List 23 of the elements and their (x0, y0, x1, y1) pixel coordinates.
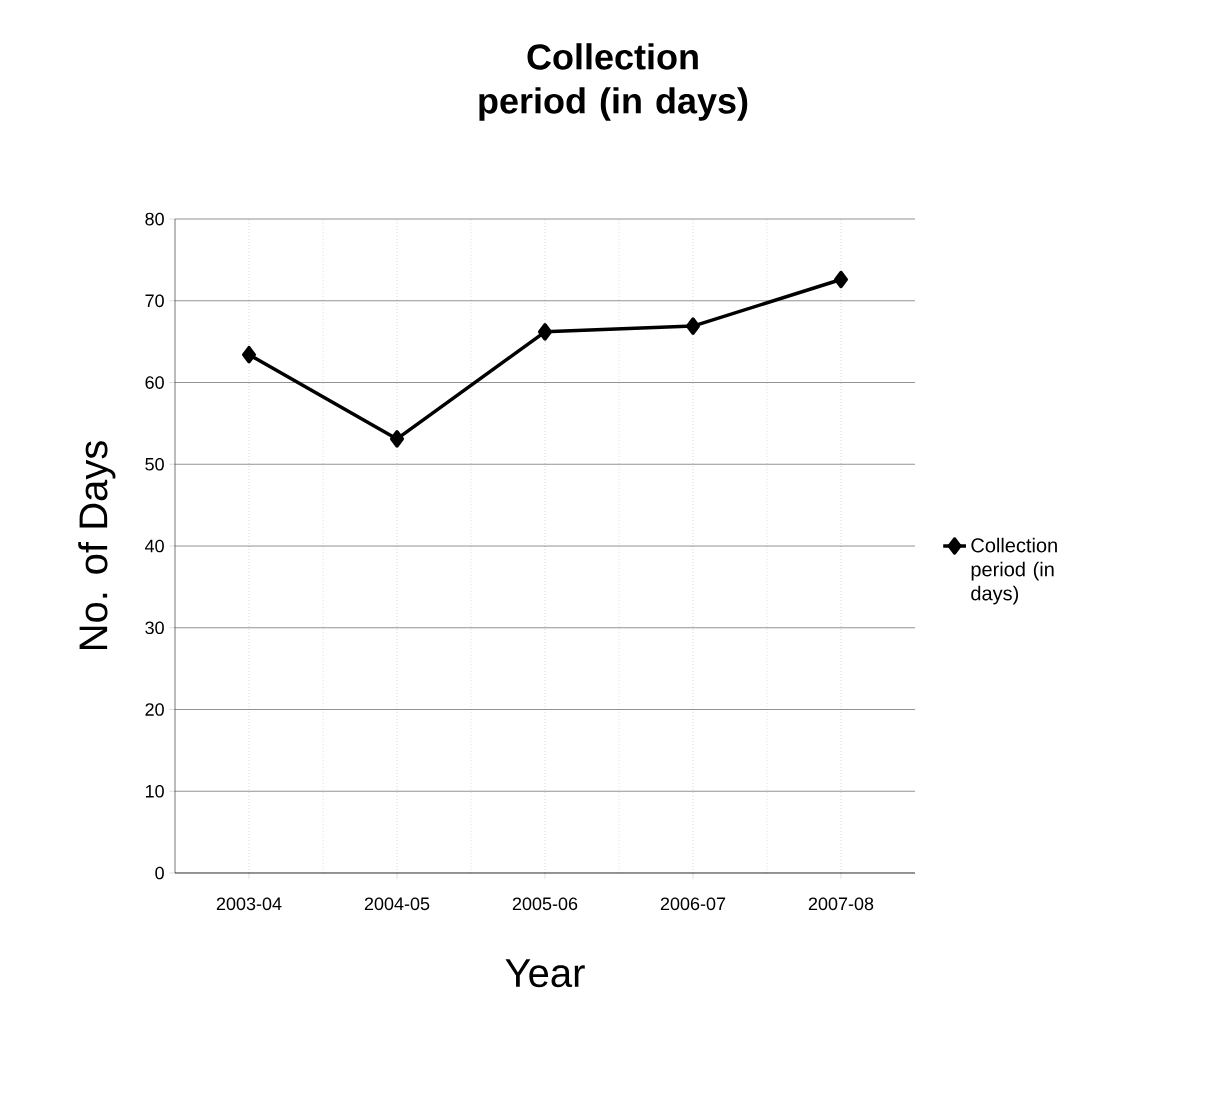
y-tick-label: 30 (145, 621, 164, 635)
y-tick-label: 0 (155, 866, 164, 880)
point (686, 317, 700, 335)
y-tick-label: 10 (145, 784, 164, 798)
x-tick-label: 2007-08 (808, 897, 874, 911)
y-tick-label: 50 (145, 457, 164, 471)
y-tick-label: 80 (145, 212, 164, 226)
y-tick-label: 60 (145, 376, 164, 389)
x-tick-label: 2005-06 (512, 897, 578, 911)
x-axis-title: Year (505, 959, 585, 988)
point (390, 430, 404, 448)
y-tick-label: 20 (145, 703, 164, 716)
chart-title: Collection period (in days) (479, 43, 748, 121)
legend-label: Collection period (in days) (971, 537, 1057, 605)
y-tick-label: 40 (145, 539, 164, 553)
y-tick-label: 70 (145, 294, 164, 308)
x-tick-label: 2004-05 (364, 897, 430, 911)
point (242, 345, 256, 364)
point (834, 270, 848, 289)
y-axis-title: No. of Days (78, 441, 116, 650)
x-tick-label: 2003-04 (216, 897, 282, 911)
x-tick-label: 2006-07 (660, 897, 726, 911)
point (538, 323, 552, 341)
